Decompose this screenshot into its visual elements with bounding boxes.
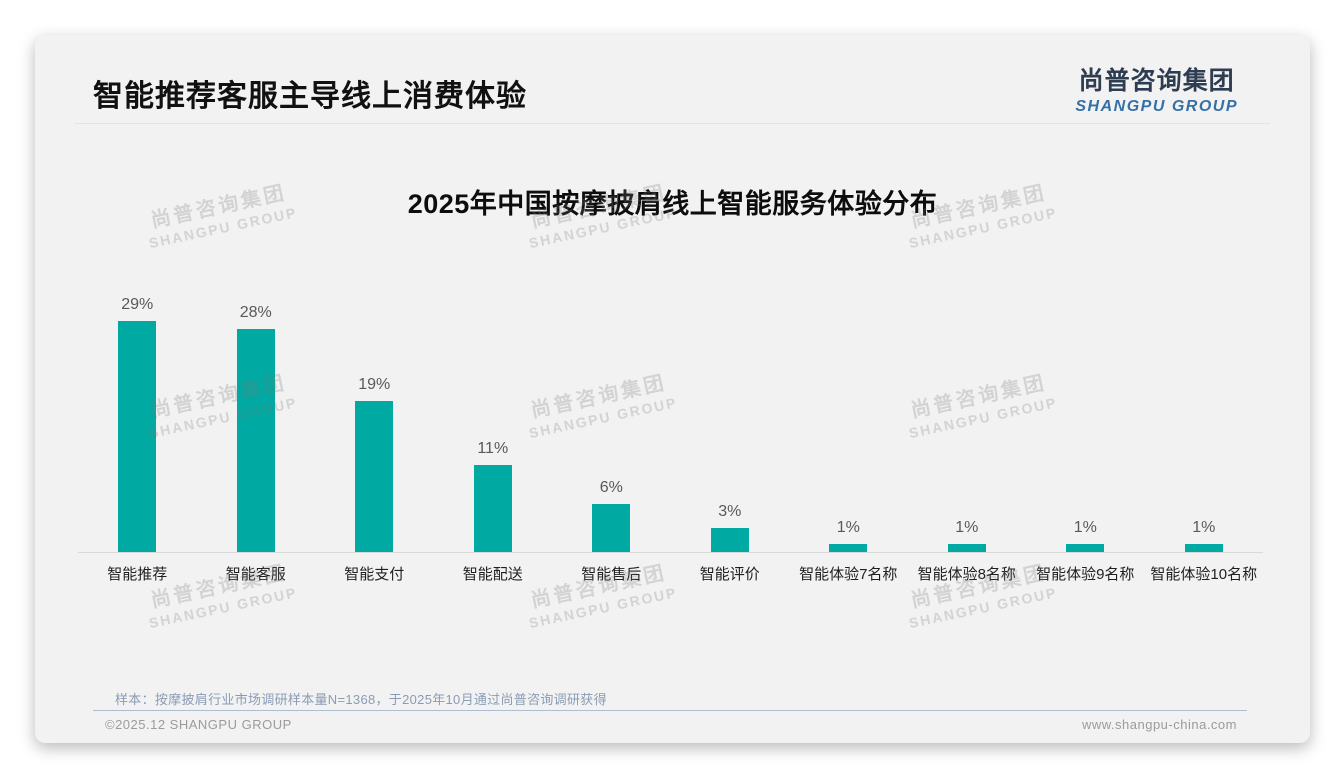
bar-group: 1% 智能体验10名称 [1145, 273, 1264, 583]
bar-group: 1% 智能体验7名称 [789, 273, 908, 583]
category-label: 智能体验8名称 [917, 566, 1016, 583]
header-divider [75, 123, 1270, 124]
footer-divider [93, 710, 1247, 711]
bar-value-label: 28% [239, 304, 272, 322]
bar-group: 6% 智能售后 [552, 273, 671, 583]
bar-group: 1% 智能体验8名称 [908, 273, 1027, 583]
logo-cn-text: 尚普咨询集团 [1078, 67, 1235, 95]
category-label: 智能配送 [462, 566, 523, 583]
report-slide: 尚普咨询集团 SHANGPU GROUP 尚普咨询集团 SHANGPU GROUP 尚普… [35, 35, 1310, 743]
bar-value-label: 19% [358, 375, 391, 393]
bar [947, 544, 986, 552]
bar-group: 11% 智能配送 [434, 273, 553, 583]
bar [710, 528, 749, 552]
bar-group: 28% 智能客服 [197, 273, 316, 583]
bar [592, 504, 631, 552]
category-label: 智能售后 [581, 566, 642, 583]
bar-value-label: 1% [836, 519, 860, 537]
bar-group: 29% 智能推荐 [78, 273, 197, 583]
bar-value-label: 3% [718, 503, 742, 521]
chart-title: 2025年中国按摩披肩线上智能服务体验分布 [407, 189, 938, 219]
footer-website: www.shangpu-china.com [1081, 717, 1237, 732]
company-logo: 尚普咨询集团 SHANGPU GROUP [1075, 61, 1238, 116]
logo-en-text: SHANGPU GROUP [1075, 98, 1238, 115]
category-label: 智能体验9名称 [1036, 566, 1135, 583]
watermark-en-text: SHANGPU GROUP [147, 584, 299, 632]
chart-plot-area: 29% 智能推荐 28% 智能客服 19% 智能支付 11% 智能配送 6% 智能售后 3% 智能评价… [78, 273, 1264, 583]
page-title: 智能推荐客服主导线上消费体验 [93, 80, 527, 113]
category-label: 智能支付 [344, 566, 405, 583]
sample-note: 样本：按摩披肩行业市场调研样本量N=1368，于2025年10月通过尚普咨询调研… [115, 692, 607, 707]
category-label: 智能评价 [699, 566, 760, 583]
bar-value-label: 6% [599, 479, 623, 497]
category-label: 智能体验7名称 [799, 566, 898, 583]
bar [1184, 544, 1223, 552]
bar [355, 400, 394, 552]
bar-value-label: 1% [955, 519, 979, 537]
footer-copyright: ©2025.12 SHANGPU GROUP [105, 717, 292, 732]
bar [829, 544, 868, 552]
category-label: 智能体验10名称 [1150, 566, 1258, 583]
category-label: 智能客服 [225, 566, 286, 583]
bar-value-label: 11% [477, 439, 509, 457]
bar-group: 3% 智能评价 [671, 273, 790, 583]
bar [236, 329, 275, 552]
bar-value-label: 1% [1073, 519, 1097, 537]
category-label: 智能推荐 [107, 566, 168, 583]
watermark-en-text: SHANGPU GROUP [907, 584, 1059, 632]
watermark-en-text: SHANGPU GROUP [527, 584, 679, 632]
bar-group: 1% 智能体验9名称 [1026, 273, 1145, 583]
bar-value-label: 1% [1192, 519, 1216, 537]
bar [118, 321, 157, 552]
bar [473, 464, 512, 552]
bar-group: 19% 智能支付 [315, 273, 434, 583]
bar-value-label: 29% [121, 296, 154, 314]
bar [1066, 544, 1105, 552]
